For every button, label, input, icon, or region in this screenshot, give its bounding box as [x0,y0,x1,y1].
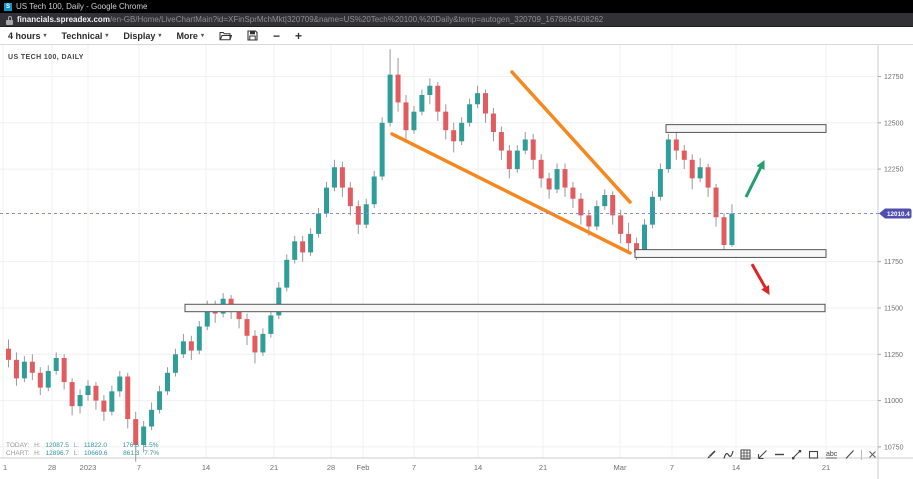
grid-icon[interactable] [740,449,751,460]
today-high: 12087.5 [45,442,69,449]
toolbar-separator [861,449,862,460]
price-stats: TODAY: H: 12087.5 L: 11822.0 176.5 1.5% … [6,442,162,457]
chart-area: US TECH 100, DAILY 12750 12500 12250 11750 1… [0,45,913,479]
elbow-line-icon[interactable] [723,449,734,460]
chart-low: 10669.6 [84,449,108,457]
window-titlebar: S US Tech 100, Daily - Google Chrome [0,0,913,13]
svg-text:12750: 12750 [884,74,904,81]
pen-icon[interactable] [706,449,717,460]
svg-text:28: 28 [327,463,335,472]
svg-text:12010.4: 12010.4 [887,211,910,218]
svg-text:12500: 12500 [884,120,904,127]
svg-text:11500: 11500 [884,305,903,312]
chart-pct: 7.7% [144,449,160,457]
diagonal-line-icon[interactable] [844,449,855,460]
price-chart[interactable]: 12750 12500 12250 11750 11500 11250 11000 10750… [0,45,913,479]
today-low: 11822.0 [83,442,107,449]
svg-text:14: 14 [732,463,740,472]
chevron-down-icon: ▾ [158,33,162,39]
menu-more[interactable]: More ▾ [176,30,204,41]
url-bar[interactable]: financials.spreadex.com/en-GB/Home/LiveC… [0,13,913,27]
text-icon[interactable]: abc [825,449,838,460]
rectangle-icon[interactable] [808,449,819,460]
save-icon[interactable] [247,30,258,41]
chevron-down-icon: ▾ [105,33,109,39]
url-domain: financials.spreadex.com [17,15,110,24]
zoom-in-button[interactable]: + [294,28,302,43]
menu-technical[interactable]: Technical ▾ [61,30,109,41]
svg-text:14: 14 [202,463,210,472]
svg-text:11000: 11000 [884,398,903,405]
svg-text:14: 14 [474,463,482,472]
svg-text:12250: 12250 [884,167,904,174]
chart-toolbar: 4 hours ▾ Technical ▾ Display ▾ More ▾ −… [0,27,913,45]
menu-display[interactable]: Display ▾ [123,30,162,41]
svg-text:11250: 11250 [884,352,903,359]
folder-open-icon[interactable] [219,30,232,41]
svg-text:28: 28 [48,463,56,472]
chart-range: 861.3 [123,449,140,457]
chart-high: 12896.7 [45,449,69,457]
symbol-label: US TECH 100, DAILY [8,54,84,61]
svg-text:2023: 2023 [80,463,97,472]
today-range: 176.5 [122,442,139,449]
svg-text:7: 7 [670,463,674,472]
svg-text:Mar: Mar [614,463,627,472]
address-text[interactable]: financials.spreadex.com/en-GB/Home/LiveC… [17,15,603,24]
chart-stats-row: CHART: H: 12896.7 L: 10669.6 861.3 7.7% [6,449,160,457]
svg-text:21: 21 [822,463,830,472]
chevron-down-icon: ▾ [200,33,204,39]
chevron-down-icon: ▾ [43,33,47,39]
trend-angle-icon[interactable] [757,449,768,460]
today-stats-row: TODAY: H: 12087.5 L: 11822.0 176.5 1.5% [6,442,159,449]
trendline-icon[interactable] [791,449,802,460]
svg-text:Feb: Feb [357,463,370,472]
svg-text:21: 21 [270,463,278,472]
close-icon[interactable] [868,450,877,459]
svg-text:11750: 11750 [884,259,903,266]
svg-text:1: 1 [3,463,7,472]
window-title: US Tech 100, Daily - Google Chrome [16,2,148,11]
today-pct: 1.5% [143,442,159,449]
site-favicon: S [4,2,12,11]
drawing-toolbar: abc [706,449,877,460]
horizontal-line-icon[interactable] [774,449,785,460]
zoom-out-button[interactable]: − [272,28,280,43]
svg-text:21: 21 [539,463,547,472]
svg-text:abc: abc [826,451,838,458]
svg-text:7: 7 [137,463,141,472]
menu-timeframe[interactable]: 4 hours ▾ [8,30,47,41]
svg-text:7: 7 [412,463,416,472]
svg-text:10750: 10750 [884,444,904,451]
url-path: /en-GB/Home/LiveChartMain?id=XFinSprMchM… [109,15,604,24]
lock-icon [6,15,13,25]
